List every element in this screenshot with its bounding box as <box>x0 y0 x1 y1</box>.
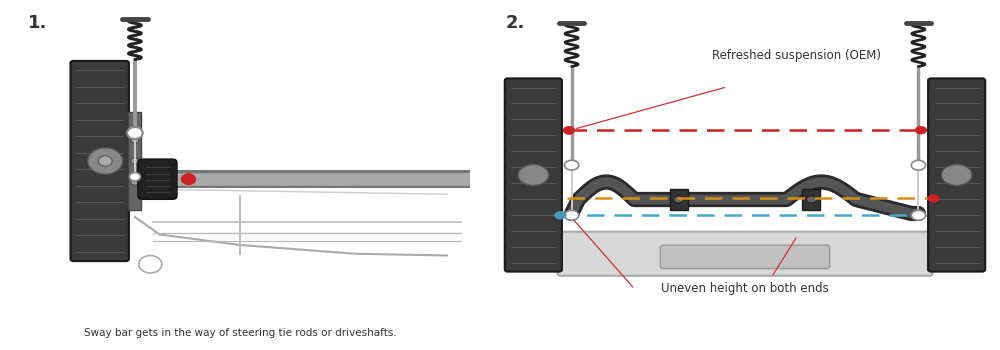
FancyBboxPatch shape <box>660 245 830 268</box>
FancyBboxPatch shape <box>928 78 985 272</box>
Circle shape <box>131 137 139 143</box>
Circle shape <box>98 156 112 166</box>
Circle shape <box>915 126 927 134</box>
Circle shape <box>88 148 123 174</box>
FancyBboxPatch shape <box>557 232 933 276</box>
Bar <box>128 112 141 210</box>
Circle shape <box>563 127 575 135</box>
FancyBboxPatch shape <box>505 78 562 272</box>
Circle shape <box>911 160 926 170</box>
Text: Refreshed suspension (OEM): Refreshed suspension (OEM) <box>712 49 881 63</box>
Circle shape <box>182 174 195 184</box>
Circle shape <box>139 256 162 273</box>
Circle shape <box>674 196 684 203</box>
FancyBboxPatch shape <box>138 159 177 199</box>
Circle shape <box>563 126 575 134</box>
Text: Uneven height on both ends: Uneven height on both ends <box>661 282 829 295</box>
Circle shape <box>564 210 579 220</box>
Text: Sway bar gets in the way of steering tie rods or driveshafts.: Sway bar gets in the way of steering tie… <box>84 328 396 338</box>
Circle shape <box>131 179 139 185</box>
Circle shape <box>911 210 926 220</box>
Bar <box>802 189 820 210</box>
Text: 2.: 2. <box>505 14 525 32</box>
Circle shape <box>554 211 566 219</box>
Bar <box>670 189 688 210</box>
Text: 1.: 1. <box>28 14 48 32</box>
Circle shape <box>928 194 940 203</box>
Circle shape <box>131 158 139 164</box>
Circle shape <box>518 164 549 186</box>
Circle shape <box>564 160 579 170</box>
Circle shape <box>127 127 143 139</box>
Circle shape <box>129 173 140 181</box>
Circle shape <box>941 164 972 186</box>
FancyBboxPatch shape <box>70 61 129 261</box>
Circle shape <box>806 196 816 203</box>
